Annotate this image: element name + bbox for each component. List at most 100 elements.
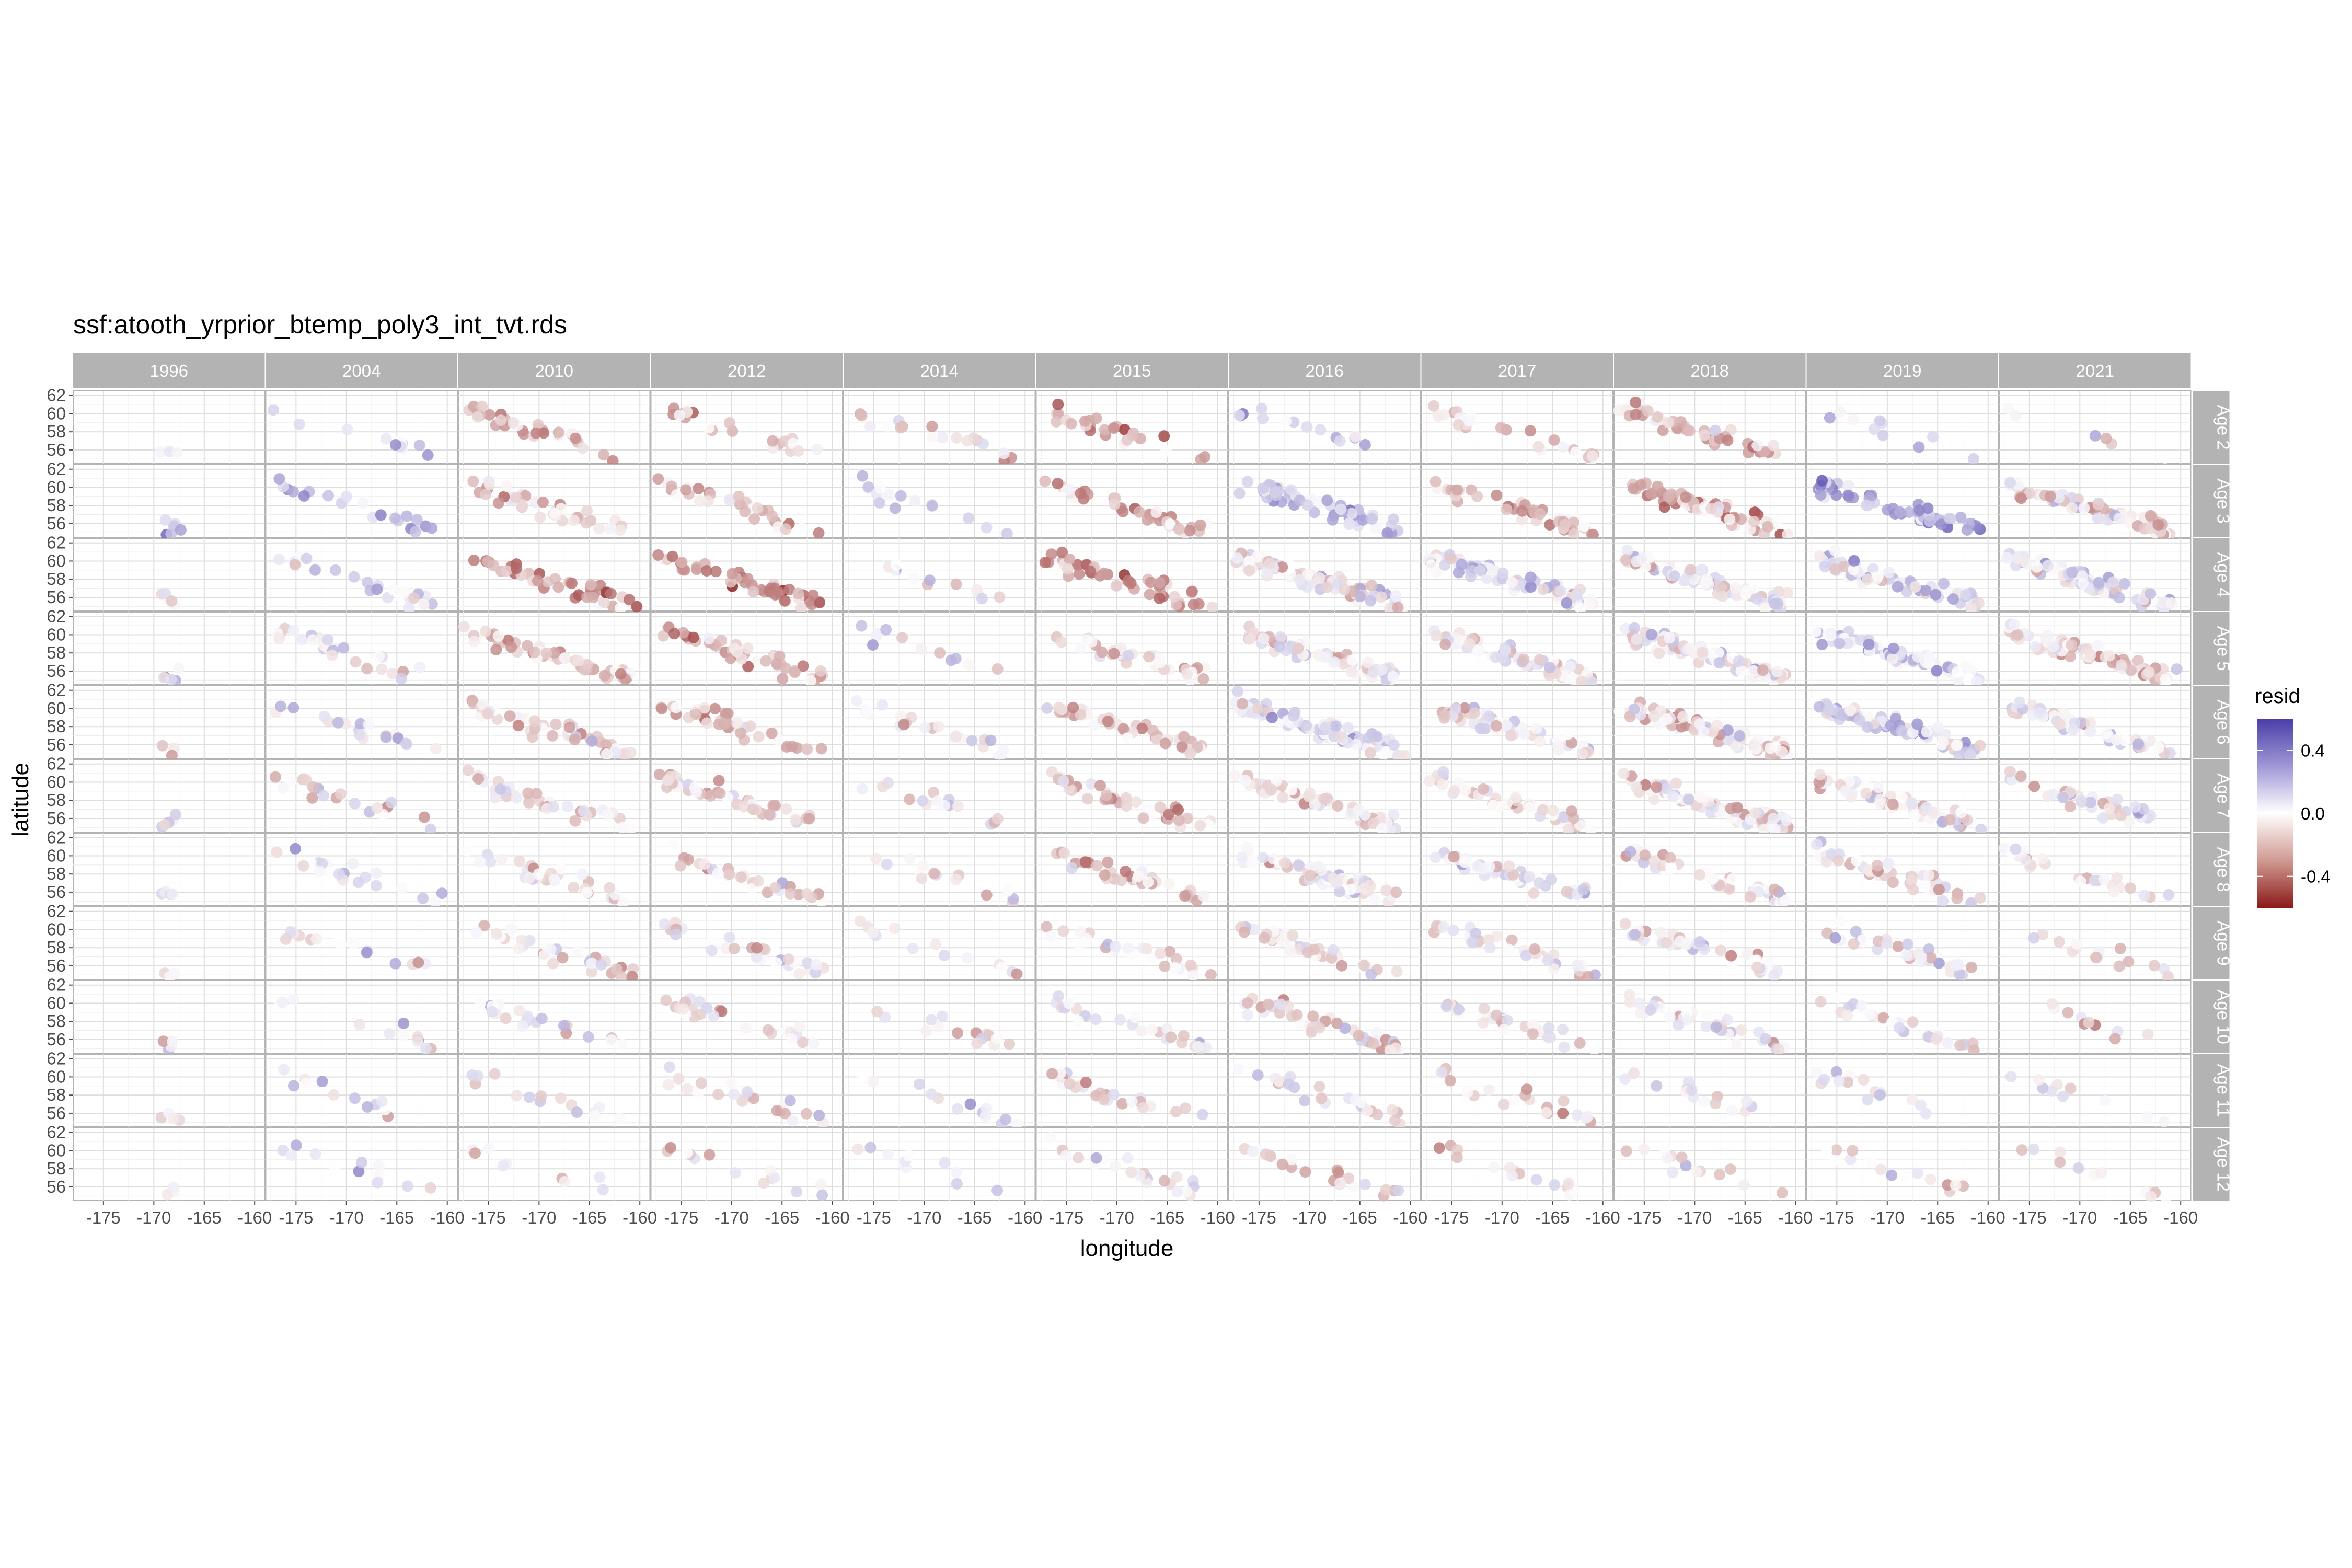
- scatter-point: [1141, 943, 1153, 955]
- scatter-point: [1111, 580, 1123, 592]
- scatter-point: [777, 673, 789, 685]
- scatter-point: [1452, 419, 1465, 431]
- scatter-point: [1483, 1084, 1495, 1096]
- scatter-point: [1901, 938, 1913, 950]
- scatter-point: [815, 665, 827, 677]
- scatter-point: [1133, 506, 1145, 518]
- scatter-point: [1847, 413, 1859, 425]
- scatter-point: [587, 592, 599, 603]
- y-tick-label: 56: [47, 956, 66, 975]
- scatter-point: [1491, 1009, 1503, 1021]
- scatter-point: [1683, 793, 1694, 805]
- facet-panel: [1035, 833, 1228, 907]
- scatter-point: [1286, 784, 1298, 796]
- scatter-point: [1479, 723, 1491, 735]
- scatter-point: [1056, 546, 1068, 558]
- facet-panel: [650, 538, 843, 614]
- scatter-point: [480, 489, 492, 500]
- scatter-point: [702, 495, 714, 508]
- scatter-point: [1810, 625, 1821, 637]
- scatter-point: [389, 958, 401, 970]
- scatter-point: [1877, 429, 1889, 441]
- scatter-point: [1930, 1033, 1942, 1045]
- facet-panel: [1999, 612, 2192, 688]
- scatter-point: [1121, 434, 1133, 446]
- scatter-point: [1232, 685, 1244, 697]
- scatter-point: [723, 868, 735, 880]
- scatter-point: [2057, 1090, 2069, 1102]
- x-tick-label: -170: [329, 1208, 364, 1227]
- scatter-point: [981, 889, 993, 901]
- scatter-point: [1768, 970, 1780, 982]
- facet-panel: [458, 759, 651, 835]
- scatter-point: [370, 867, 382, 879]
- scatter-point: [332, 717, 344, 729]
- scatter-point: [1584, 598, 1596, 610]
- scatter-point: [771, 658, 782, 670]
- scatter-point: [1307, 1010, 1319, 1022]
- scatter-point: [1563, 1178, 1575, 1190]
- scatter-point: [287, 994, 299, 1006]
- scatter-point: [1185, 959, 1197, 971]
- scatter-point: [890, 559, 902, 571]
- scatter-point: [287, 702, 299, 714]
- facet-row-strip: [2193, 759, 2230, 832]
- scatter-point: [1292, 642, 1304, 654]
- scatter-point: [815, 743, 827, 755]
- scatter-point: [585, 579, 597, 591]
- facet-strip-2021: [1999, 353, 2191, 388]
- scatter-point: [2016, 1144, 2028, 1156]
- scatter-point: [736, 653, 747, 665]
- scatter-point: [273, 632, 285, 644]
- scatter-point: [1633, 997, 1645, 1009]
- scatter-point: [1726, 1105, 1738, 1117]
- scatter-point: [1109, 498, 1121, 510]
- scatter-point: [917, 860, 929, 872]
- scatter-point: [766, 727, 778, 739]
- scatter-point: [2148, 960, 2160, 972]
- x-tick-label: -165: [1343, 1208, 1377, 1227]
- scatter-point: [1680, 491, 1692, 503]
- scatter-point: [1735, 1024, 1747, 1036]
- scatter-point: [1921, 802, 1933, 813]
- scatter-point: [664, 1061, 676, 1073]
- scatter-point: [2015, 555, 2027, 567]
- y-tick-label: 58: [47, 717, 66, 736]
- scatter-point: [1129, 1011, 1141, 1023]
- y-tick-label: 60: [47, 625, 66, 644]
- scatter-point: [666, 480, 677, 492]
- scatter-point: [1257, 412, 1269, 424]
- facet-panel: [1228, 759, 1421, 835]
- scatter-point: [1722, 724, 1734, 736]
- scatter-point: [511, 792, 523, 804]
- scatter-point: [964, 1098, 976, 1110]
- scatter-point: [1133, 870, 1145, 882]
- scatter-point: [907, 942, 919, 954]
- scatter-point: [787, 1115, 799, 1127]
- scatter-point: [1338, 584, 1350, 596]
- scatter-point: [1829, 1155, 1841, 1167]
- scatter-point: [1067, 701, 1079, 713]
- scatter-point: [1639, 849, 1651, 861]
- scatter-point: [1862, 573, 1874, 585]
- scatter-point: [784, 1094, 796, 1106]
- facet-panel: [1613, 612, 1806, 687]
- scatter-point: [1108, 648, 1120, 660]
- scatter-point: [1428, 400, 1440, 412]
- scatter-point: [1882, 857, 1894, 869]
- x-tick-label: -175: [857, 1208, 891, 1227]
- scatter-point: [413, 440, 425, 451]
- scatter-point: [1114, 1014, 1126, 1026]
- y-tick-label: 62: [47, 607, 66, 626]
- facet-panel: [650, 1127, 843, 1201]
- y-tick-label: 62: [47, 459, 66, 479]
- scatter-point: [2084, 725, 2096, 737]
- scatter-point: [1858, 1074, 1870, 1086]
- scatter-point: [951, 1103, 963, 1115]
- scatter-point: [573, 655, 585, 667]
- scatter-point: [2078, 502, 2090, 514]
- x-tick-label: -160: [1008, 1208, 1042, 1227]
- scatter-point: [1944, 814, 1956, 826]
- scatter-point: [1459, 856, 1471, 868]
- scatter-point: [1205, 969, 1217, 981]
